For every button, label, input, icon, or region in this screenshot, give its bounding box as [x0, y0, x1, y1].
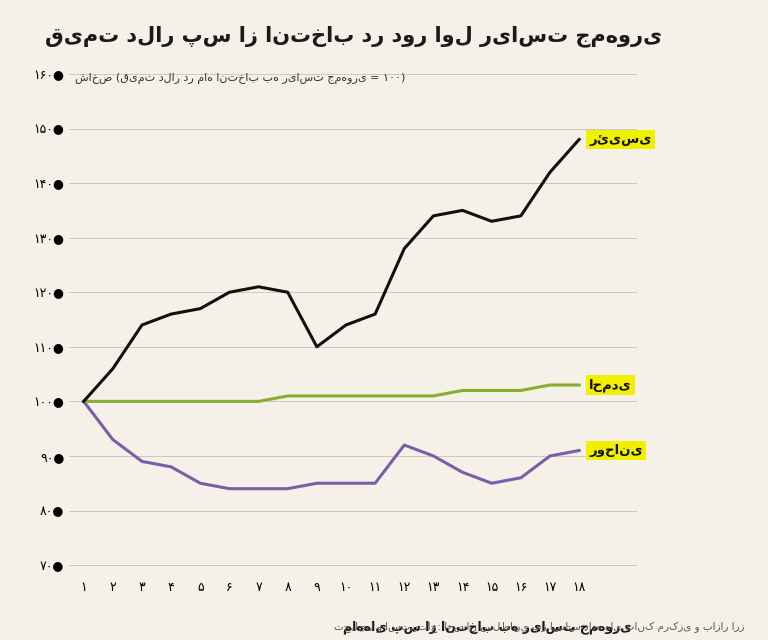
- Text: شاخص (قیمت دلار در ماه انتخاب به ریاست جمهوری = ۱۰۰): شاخص (قیمت دلار در ماه انتخاب به ریاست ج…: [74, 73, 406, 84]
- Text: ماههای پس از انتخاب به ریاست جمهوری: ماههای پس از انتخاب به ریاست جمهوری: [343, 620, 632, 634]
- Text: تحلیل و استنتاج: احسان سلطانی بر اساس داده های بانک مرکزی و بازار ارز: تحلیل و استنتاج: احسان سلطانی بر اساس دا…: [334, 621, 745, 632]
- Title: قیمت دلار پس از انتخاب در دور اول ریاست جمهوری: قیمت دلار پس از انتخاب در دور اول ریاست …: [45, 25, 662, 47]
- Text: رئیسی: رئیسی: [589, 133, 652, 146]
- Text: روحانی: روحانی: [589, 444, 643, 457]
- Text: احمدی: احمدی: [589, 378, 632, 392]
